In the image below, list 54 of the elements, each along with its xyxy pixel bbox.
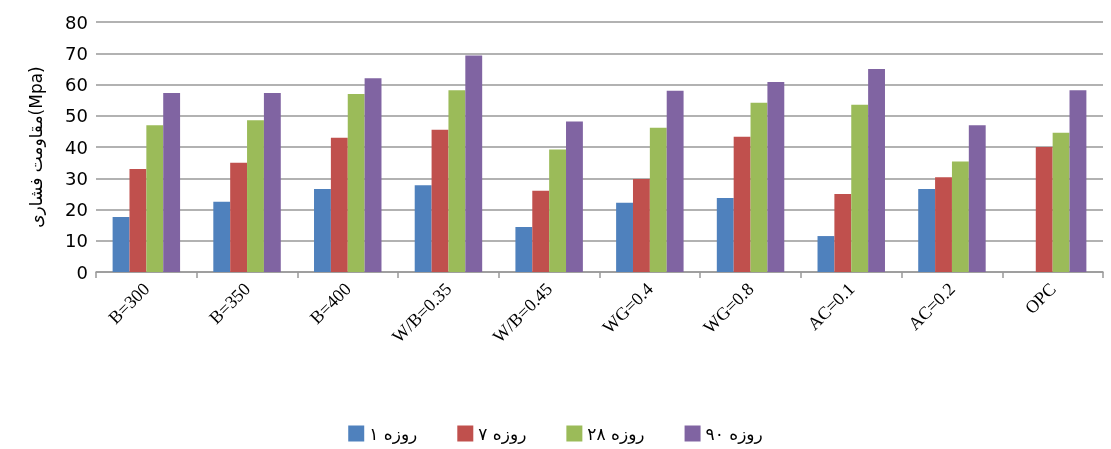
bar [851,104,869,272]
legend-label: ۲۸ روزه [587,423,645,444]
bar [163,92,181,272]
bar [1035,147,1053,272]
y-tick-label: 0 [76,261,88,283]
bar [314,188,331,272]
bar [834,193,852,272]
bar [817,236,835,272]
bar [566,121,583,272]
y-tick-label: 30 [65,167,88,189]
bar [968,125,986,272]
bar [112,217,130,272]
y-tick-label: 60 [65,74,88,95]
x-tick-label: OPC [1020,278,1060,318]
bar [951,161,969,272]
legend-label: ۷ روزه [478,423,527,444]
y-tick-label: 10 [65,230,88,252]
y-tick-label: 70 [65,42,88,64]
y-tick-label: 80 [65,11,88,33]
bar [213,201,231,272]
bar [465,55,483,272]
bar [515,227,533,272]
bar [247,120,264,272]
bar [733,136,751,272]
y-tick-label: 20 [65,199,88,220]
bar [616,202,633,272]
bar [1052,132,1070,272]
bar [431,129,449,272]
bar [532,190,550,272]
bar [750,102,768,272]
bar [868,68,885,272]
bar [716,197,734,272]
bar [146,125,164,272]
bar [935,177,952,272]
bar [330,137,348,272]
bar [1069,90,1087,272]
legend-label: ۱ روزه [369,423,418,444]
bar [129,168,147,272]
bar [767,82,785,272]
bar [347,93,365,272]
bar [666,90,684,272]
bar [549,149,567,272]
bar [918,188,936,272]
bar [448,90,466,272]
bar [632,178,650,272]
bar [230,162,248,272]
y-tick-label: 40 [65,136,88,158]
legend-label: ۹۰ روزه [705,423,763,444]
y-tick-label: 50 [65,105,88,127]
bar [263,92,281,272]
bar [414,185,432,272]
bar [649,127,667,272]
bar [364,78,382,272]
y-axis-title: مقاومت فشاری(Mpa) [25,66,46,228]
